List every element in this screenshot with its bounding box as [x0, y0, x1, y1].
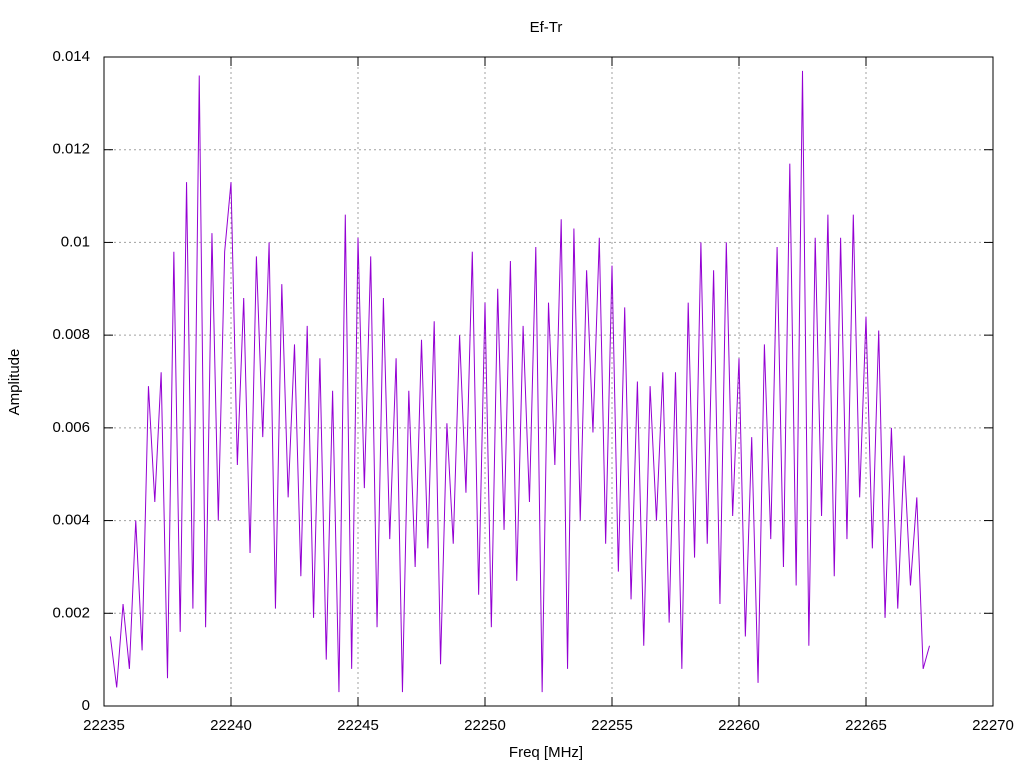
x-tick-label: 22235 [83, 717, 125, 734]
x-tick-label: 22240 [210, 717, 252, 734]
x-tick-label: 22265 [845, 717, 887, 734]
plot-border [103, 56, 994, 707]
y-axis-label: Amplitude [6, 349, 23, 416]
y-tick-label: 0.01 [61, 233, 90, 250]
y-tick-label: 0.004 [52, 512, 90, 529]
y-tick-label: 0.002 [52, 604, 90, 621]
y-tick-label: 0.008 [52, 326, 90, 343]
y-tick-label: 0 [82, 697, 90, 714]
x-axis-label: Freq [MHz] [509, 744, 583, 761]
y-tick-label: 0.012 [52, 141, 90, 158]
y-tick-label: 0.006 [52, 419, 90, 436]
y-tick-label: 0.014 [52, 48, 90, 65]
x-tick-label: 22260 [718, 717, 760, 734]
x-tick-label: 22250 [464, 717, 506, 734]
x-tick-label: 22270 [972, 717, 1014, 734]
data-line [109, 70, 930, 693]
chart-title: Ef-Tr [530, 19, 563, 36]
x-tick-label: 22255 [591, 717, 633, 734]
x-tick-label: 22245 [337, 717, 379, 734]
